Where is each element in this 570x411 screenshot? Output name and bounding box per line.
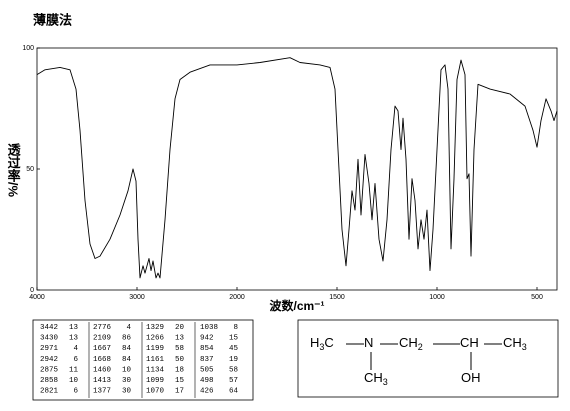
x-tick-label: 4000 xyxy=(29,294,45,301)
structure-text: CH xyxy=(460,335,479,350)
table-cell: 2776 xyxy=(93,324,112,332)
y-tick-label: 0 xyxy=(30,287,34,294)
table-cell: 57 xyxy=(229,377,238,385)
table-cell: 4 xyxy=(126,324,131,332)
y-axis-label: 透过率/% xyxy=(6,143,21,198)
table-cell: 837 xyxy=(200,356,214,364)
table-cell: 86 xyxy=(122,335,132,343)
table-cell: 1329 xyxy=(146,324,164,332)
table-cell: 1038 xyxy=(200,324,218,332)
table-cell: 15 xyxy=(175,377,185,385)
structure-text: 2 xyxy=(418,342,423,352)
structure-group: N xyxy=(364,335,373,350)
table-cell: 1377 xyxy=(93,388,111,396)
table-cell: 1199 xyxy=(146,345,164,353)
table-cell: 50 xyxy=(175,356,185,364)
table-cell: 45 xyxy=(229,345,239,353)
table-cell: 30 xyxy=(122,388,132,396)
table-cell: 20 xyxy=(175,324,185,332)
table-cell: 1413 xyxy=(93,377,112,385)
structure-group: CH2 xyxy=(399,335,423,352)
table-cell: 505 xyxy=(200,366,214,374)
y-tick-label: 50 xyxy=(26,166,34,173)
table-cell: 6 xyxy=(73,356,78,364)
table-cell: 8 xyxy=(233,324,238,332)
x-tick-label: 1500 xyxy=(329,294,345,301)
table-cell: 1161 xyxy=(146,356,165,364)
table-cell: 2942 xyxy=(40,356,58,364)
table-cell: 6 xyxy=(73,388,78,396)
table-cell: 854 xyxy=(200,345,214,353)
table-cell: 2875 xyxy=(40,366,59,374)
table-cell: 11 xyxy=(69,366,79,374)
table-cell: 64 xyxy=(229,388,239,396)
structure-text: CH xyxy=(503,335,522,350)
table-cell: 84 xyxy=(122,356,132,364)
table-cell: 10 xyxy=(122,366,132,374)
structure-group: CH3 xyxy=(503,335,527,352)
table-cell: 2821 xyxy=(40,388,59,396)
table-cell: 10 xyxy=(69,377,79,385)
table-cell: 2971 xyxy=(40,345,59,353)
table-cell: 3442 xyxy=(40,324,58,332)
table-cell: 13 xyxy=(175,335,185,343)
structure-text: H xyxy=(310,335,319,350)
structure-text: CH xyxy=(364,370,383,385)
table-cell: 4 xyxy=(73,345,78,353)
structure-text: 3 xyxy=(522,342,527,352)
table-cell: 58 xyxy=(229,366,238,374)
table-cell: 13 xyxy=(69,335,79,343)
structure-group: CH3 xyxy=(364,370,388,387)
table-cell: 17 xyxy=(175,388,184,396)
x-tick-label: 2000 xyxy=(229,294,245,301)
structure-text: CH xyxy=(399,335,418,350)
table-cell: 1266 xyxy=(146,335,165,343)
x-tick-label: 1000 xyxy=(429,294,445,301)
table-cell: 1134 xyxy=(146,366,165,374)
structure-text: OH xyxy=(461,370,481,385)
structure-text: C xyxy=(324,335,333,350)
table-cell: 84 xyxy=(122,345,132,353)
structure-text: 3 xyxy=(319,342,324,352)
table-cell: 15 xyxy=(229,335,239,343)
structure-group: H3C xyxy=(310,335,334,352)
table-cell: 2858 xyxy=(40,377,58,385)
table-cell: 1667 xyxy=(93,345,111,353)
table-cell: 3430 xyxy=(40,335,59,343)
table-cell: 19 xyxy=(229,356,238,364)
x-axis-label: 波数/cm⁻¹ xyxy=(269,298,324,313)
table-cell: 30 xyxy=(122,377,132,385)
y-tick-label: 100 xyxy=(22,45,34,52)
table-cell: 18 xyxy=(175,366,184,374)
structure-group: OH xyxy=(461,370,481,385)
structure-frame xyxy=(297,319,559,398)
table-cell: 1070 xyxy=(146,388,165,396)
structure-text: 3 xyxy=(383,377,388,387)
peak-table-frame xyxy=(32,319,254,401)
structure-group: CH xyxy=(460,335,479,350)
table-cell: 2109 xyxy=(93,335,111,343)
spectrum-line xyxy=(36,57,558,279)
table-cell: 1099 xyxy=(146,377,164,385)
structure-bonds xyxy=(346,343,502,370)
table-cell: 942 xyxy=(200,335,214,343)
page-title: 薄膜法 xyxy=(33,12,72,27)
table-cell: 1668 xyxy=(93,356,111,364)
table-cell: 58 xyxy=(175,345,184,353)
structure-text: N xyxy=(364,335,373,350)
table-cell: 426 xyxy=(200,388,214,396)
table-cell: 498 xyxy=(200,377,214,385)
table-cell: 1460 xyxy=(93,366,112,374)
table-cell: 13 xyxy=(69,324,79,332)
x-tick-label: 3000 xyxy=(129,294,145,301)
x-tick-label: 500 xyxy=(531,294,543,301)
